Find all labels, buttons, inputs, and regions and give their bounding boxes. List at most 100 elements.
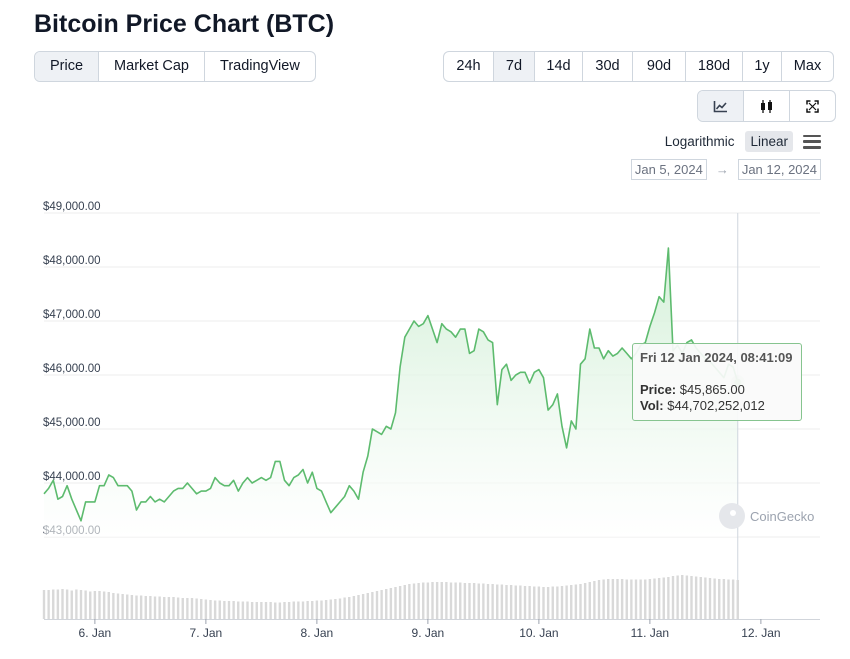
date-to-input[interactable]: Jan 12, 2024 xyxy=(737,159,821,180)
volume-bar xyxy=(602,579,605,619)
candlestick-view-button[interactable] xyxy=(743,91,789,121)
volume-bar xyxy=(329,599,332,619)
volume-bar xyxy=(574,584,578,619)
volume-bar xyxy=(227,601,231,619)
range-24h-button[interactable]: 24h xyxy=(456,58,481,74)
volume-bar xyxy=(431,582,434,619)
volume-bar xyxy=(264,602,268,619)
volume-bar xyxy=(412,583,416,619)
view-mode-selector xyxy=(697,90,836,122)
price-area xyxy=(44,248,738,537)
volume-bar xyxy=(250,602,254,619)
volume-bar xyxy=(662,577,665,619)
range-max-button[interactable]: Max xyxy=(781,52,833,81)
volume-bar xyxy=(70,590,73,619)
tab-market-cap[interactable]: Market Cap xyxy=(98,52,204,81)
price-line xyxy=(43,247,739,522)
volume-bar xyxy=(699,577,702,619)
volume-bar xyxy=(468,583,471,619)
line-chart-view-button[interactable] xyxy=(698,91,743,121)
volume-bar xyxy=(93,591,97,619)
volume-bar xyxy=(144,596,147,619)
volume-bar xyxy=(727,579,730,619)
date-from-input[interactable]: Jan 5, 2024 xyxy=(630,159,707,180)
y-tick-label: $46,000.00 xyxy=(43,363,101,375)
volume-bar xyxy=(454,582,457,619)
volume-bar xyxy=(352,596,356,619)
chart-menu-icon[interactable] xyxy=(803,134,821,149)
volume-bar xyxy=(546,587,550,619)
volume-bar xyxy=(287,602,291,619)
fullscreen-icon xyxy=(806,99,819,113)
brand-name: CoinGecko xyxy=(750,508,815,524)
volume-bar xyxy=(523,586,527,619)
volume-bar xyxy=(278,602,282,619)
range-7d-button[interactable]: 7d xyxy=(493,52,534,81)
coingecko-watermark: CoinGecko xyxy=(719,503,814,529)
volume-bar xyxy=(218,600,221,619)
volume-bar xyxy=(375,591,379,619)
candlestick-icon xyxy=(761,99,772,113)
volume-bar xyxy=(269,602,272,619)
volume-bar xyxy=(722,579,726,619)
range-90d-button[interactable]: 90d xyxy=(632,52,685,81)
volume-bar xyxy=(65,589,69,619)
volume-bar xyxy=(556,586,559,619)
range-1y-button[interactable]: 1y xyxy=(742,52,781,81)
volume-bar xyxy=(607,579,610,619)
volume-bar xyxy=(630,579,633,619)
x-tick-label: 10. Jan xyxy=(519,626,558,640)
x-tick-label: 12. Jan xyxy=(741,626,780,640)
linear-scale-button[interactable]: Linear xyxy=(745,131,793,152)
volume-bar xyxy=(52,589,55,619)
range-180d-button[interactable]: 180d xyxy=(685,52,742,81)
volume-bar xyxy=(158,596,161,619)
volume-bar xyxy=(204,599,208,619)
volume-bar xyxy=(190,598,194,619)
date-range: Jan 5, 2024 → Jan 12, 2024 xyxy=(630,159,821,180)
volume-bar xyxy=(398,586,402,619)
volume-bar xyxy=(408,584,411,619)
volume-bar xyxy=(98,591,101,619)
logarithmic-scale-button[interactable]: Logarithmic xyxy=(664,134,735,149)
volume-bar xyxy=(116,593,120,619)
volume-bar xyxy=(334,599,337,619)
x-tick-label: 11. Jan xyxy=(631,626,669,640)
page-title: Bitcoin Price Chart (BTC) xyxy=(34,10,335,38)
y-tick-label: $48,000.00 xyxy=(43,255,101,267)
tab-tradingview[interactable]: TradingView xyxy=(204,52,315,81)
volume-bar xyxy=(200,599,203,619)
volume-bar xyxy=(135,595,138,619)
volume-bar xyxy=(79,590,83,619)
volume-bar xyxy=(551,586,554,619)
tab-price[interactable]: Price xyxy=(35,52,99,81)
volume-bar xyxy=(315,600,319,619)
volume-bar xyxy=(718,579,721,619)
volume-bar xyxy=(153,596,157,619)
volume-bar xyxy=(84,590,87,619)
volume-bar xyxy=(440,582,443,619)
volume-bar xyxy=(366,593,369,619)
range-14d-button[interactable]: 14d xyxy=(534,52,582,81)
volume-bar xyxy=(459,582,462,619)
volume-bar xyxy=(685,575,689,619)
scale-selector: Logarithmic Linear xyxy=(660,131,821,152)
volume-bar xyxy=(625,579,628,619)
volume-bar xyxy=(380,590,383,619)
coingecko-logo-icon xyxy=(719,503,745,529)
volume-bar xyxy=(639,579,642,619)
y-tick-label: $44,000.00 xyxy=(43,471,101,483)
volume-bar xyxy=(648,579,652,619)
volume-bar xyxy=(583,583,587,619)
fullscreen-button[interactable] xyxy=(789,91,835,121)
volume-bar xyxy=(463,583,467,619)
volume-bar xyxy=(620,579,624,619)
range-30d-button[interactable]: 30d xyxy=(582,52,632,81)
volume-bar xyxy=(292,601,295,619)
volume-bar xyxy=(385,589,388,619)
volume-bar xyxy=(209,600,212,619)
volume-bar xyxy=(704,577,707,619)
volume-bar xyxy=(403,585,406,619)
volume-bar xyxy=(694,576,698,619)
